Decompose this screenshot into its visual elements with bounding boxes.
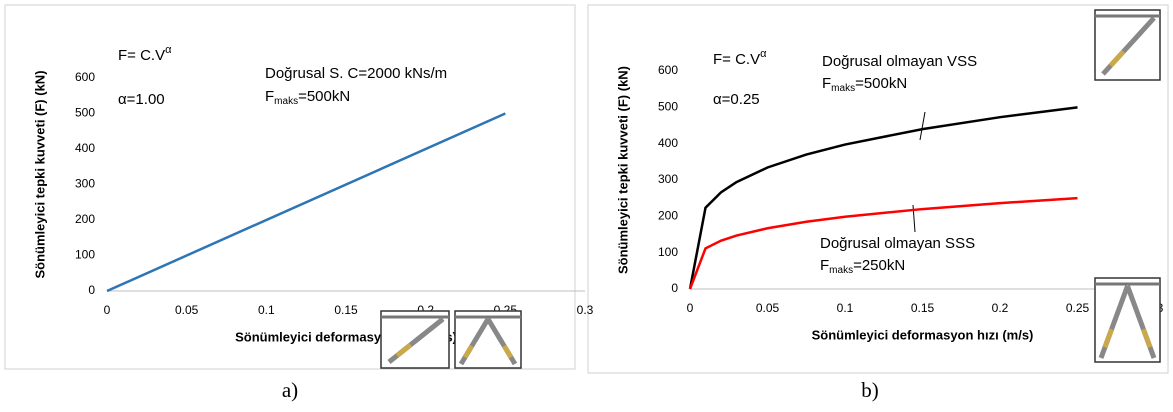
series-line xyxy=(688,106,1078,290)
panel-frame xyxy=(4,4,576,370)
annotation-sup: α xyxy=(760,48,767,60)
annotation-text: F= C.V xyxy=(118,47,165,64)
annotation-sub: maks xyxy=(831,83,855,94)
damper-cylinder xyxy=(1102,328,1114,349)
annotation-sub: maks xyxy=(829,265,853,276)
y-tick-label: 0 xyxy=(671,281,678,295)
legend-label: Doğrusal olmayan VSS xyxy=(822,53,977,70)
annotation-sub: maks xyxy=(274,96,298,107)
x-tick-label: 0.1 xyxy=(258,303,275,317)
annotation: Fmaks=500kN xyxy=(822,75,907,94)
y-tick-label: 100 xyxy=(75,248,95,262)
y-tick-label: 400 xyxy=(658,136,678,150)
damper-cylinder xyxy=(395,342,413,358)
leader-line xyxy=(919,111,926,141)
panel-frame xyxy=(587,4,1169,374)
y-tick-label: 500 xyxy=(75,106,95,120)
y-tick-label: 500 xyxy=(658,100,678,114)
y-tick-label: 0 xyxy=(88,283,95,297)
y-tick-label: 300 xyxy=(75,177,95,191)
x-tick-label: 0.1 xyxy=(837,301,854,315)
legend-label: Doğrusal olmayan SSS xyxy=(820,235,975,252)
legend-label: Doğrusal S. C=2000 kNs/m xyxy=(265,65,447,82)
annotation: α=1.00 xyxy=(118,91,165,108)
x-tick-label: 0.05 xyxy=(175,303,199,317)
y-tick-label: 600 xyxy=(658,63,678,77)
x-tick-label: 0 xyxy=(687,301,694,315)
x-tick-label: 0.3 xyxy=(577,303,594,317)
annotation-rest: =500kN xyxy=(298,88,350,105)
x-tick-label: 0.2 xyxy=(992,301,1009,315)
annotation-sup: α xyxy=(165,44,172,56)
y-tick-label: 200 xyxy=(75,212,95,226)
annotation-text: α=0.25 xyxy=(713,91,760,108)
x-tick-label: 0 xyxy=(104,303,111,317)
annotation: Fmaks=500kN xyxy=(265,88,350,107)
series-line xyxy=(688,196,1078,290)
caption: b) xyxy=(861,378,879,402)
caption: a) xyxy=(282,378,298,402)
annotation-text: α=1.00 xyxy=(118,91,165,108)
annotation: α=0.25 xyxy=(713,91,760,108)
x-tick-label: 0.25 xyxy=(1066,301,1090,315)
x-tick-label: 0.05 xyxy=(756,301,780,315)
annotation-text: F xyxy=(265,88,274,105)
annotation-text: F xyxy=(820,257,829,274)
y-tick-label: 100 xyxy=(658,245,678,259)
y-tick-label: 300 xyxy=(658,172,678,186)
damper-cylinder xyxy=(462,344,474,359)
y-axis-label: Sönümleyici tepki kuvveti (F) (kN) xyxy=(32,70,47,278)
damper-cylinder xyxy=(1108,49,1126,68)
annotation-rest: =250kN xyxy=(853,257,905,274)
y-tick-label: 600 xyxy=(75,70,95,84)
series-line xyxy=(106,112,506,293)
y-tick-label: 200 xyxy=(658,209,678,223)
annotation: F= C.Vα xyxy=(713,48,767,68)
y-axis-label: Sönümleyici tepki kuvveti (F) (kN) xyxy=(615,66,630,274)
annotation: F= C.Vα xyxy=(118,44,172,64)
damper-cylinder xyxy=(502,344,514,359)
annotation-text: F= C.V xyxy=(713,51,760,68)
x-tick-label: 0.15 xyxy=(911,301,935,315)
y-tick-label: 400 xyxy=(75,141,95,155)
annotation: Fmaks=250kN xyxy=(820,257,905,276)
x-tick-label: 0.15 xyxy=(334,303,358,317)
damper-cylinder xyxy=(1141,328,1153,349)
x-axis-label: Sönümleyici deformasyon hızı (m/s) xyxy=(812,327,1034,342)
annotation-rest: =500kN xyxy=(855,75,907,92)
annotation-text: F xyxy=(822,75,831,92)
